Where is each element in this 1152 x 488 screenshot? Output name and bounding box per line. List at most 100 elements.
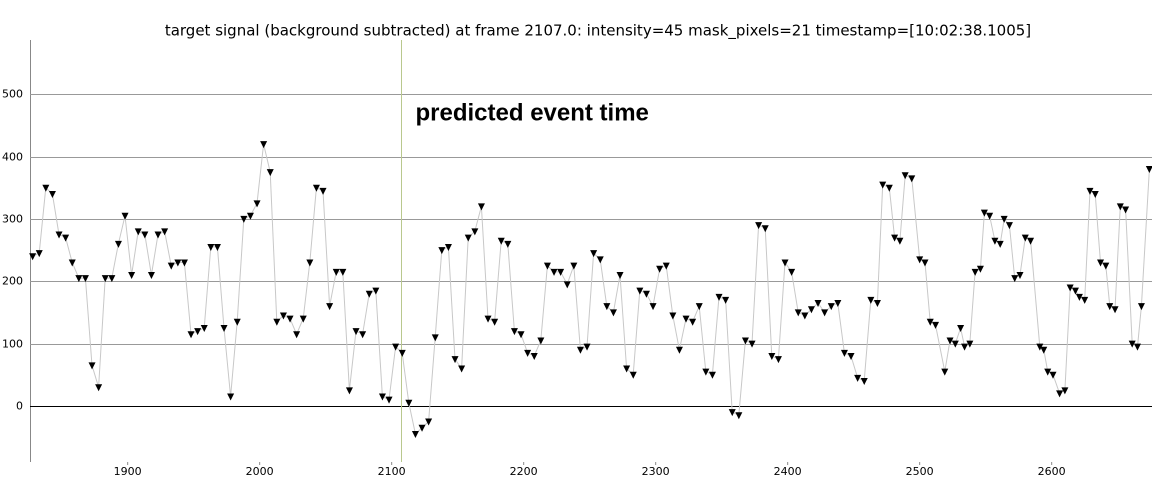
- traces: [32, 143, 1150, 435]
- marker: [233, 318, 241, 326]
- marker: [951, 340, 959, 348]
- marker: [332, 268, 340, 276]
- marker: [352, 328, 360, 336]
- marker: [48, 190, 56, 198]
- marker: [418, 424, 426, 432]
- marker: [279, 312, 287, 320]
- marker: [609, 309, 617, 317]
- marker: [901, 172, 909, 180]
- marker: [174, 259, 182, 267]
- marker: [253, 200, 261, 208]
- marker: [141, 231, 149, 239]
- marker: [860, 377, 868, 385]
- marker: [1036, 343, 1044, 351]
- marker: [774, 356, 782, 364]
- marker: [167, 262, 175, 270]
- marker: [669, 312, 677, 320]
- marker: [1061, 387, 1069, 395]
- marker: [891, 234, 899, 242]
- marker: [385, 396, 393, 404]
- y-tick-label: 300: [2, 213, 23, 226]
- marker: [1000, 215, 1008, 223]
- chart-title: target signal (background subtracted) at…: [165, 22, 1031, 41]
- marker: [108, 275, 116, 283]
- marker: [35, 250, 43, 258]
- marker: [557, 268, 565, 276]
- marker: [1005, 222, 1013, 230]
- marker: [88, 362, 96, 370]
- marker: [114, 240, 122, 248]
- marker: [1056, 390, 1064, 398]
- marker: [550, 268, 558, 276]
- marker: [590, 250, 598, 258]
- marker: [781, 259, 789, 267]
- marker: [873, 300, 881, 308]
- marker: [365, 290, 373, 298]
- marker: [1111, 306, 1119, 314]
- marker: [708, 371, 716, 379]
- marker: [885, 184, 893, 192]
- marker: [299, 315, 307, 323]
- marker: [187, 331, 195, 339]
- marker: [180, 259, 188, 267]
- marker: [980, 209, 988, 217]
- marker: [996, 240, 1004, 248]
- marker: [636, 287, 644, 295]
- marker: [926, 318, 934, 326]
- marker: [134, 228, 142, 236]
- marker: [1137, 303, 1145, 311]
- marker: [788, 268, 796, 276]
- marker: [121, 212, 129, 220]
- marker: [821, 309, 829, 317]
- marker: [840, 349, 848, 357]
- marker: [932, 321, 940, 329]
- marker: [1071, 287, 1079, 295]
- marker: [213, 243, 221, 251]
- marker: [827, 303, 835, 311]
- marker: [728, 409, 736, 417]
- x-tick-label: 2100: [378, 465, 406, 478]
- marker: [976, 265, 984, 273]
- marker: [273, 318, 281, 326]
- marker: [161, 228, 169, 236]
- marker: [847, 353, 855, 361]
- marker: [444, 243, 452, 251]
- marker: [623, 365, 631, 373]
- marker: [1086, 187, 1094, 195]
- marker: [378, 393, 386, 401]
- marker: [715, 293, 723, 301]
- marker: [971, 268, 979, 276]
- marker: [339, 268, 347, 276]
- markers: [29, 141, 1152, 438]
- event-label: predicted event time: [416, 99, 649, 126]
- marker: [246, 212, 254, 220]
- marker: [319, 187, 327, 195]
- marker: [484, 315, 492, 323]
- marker: [29, 253, 37, 261]
- marker: [563, 281, 571, 289]
- marker: [398, 349, 406, 357]
- marker: [326, 303, 334, 311]
- marker: [227, 393, 235, 401]
- marker: [491, 318, 499, 326]
- marker: [1011, 275, 1019, 283]
- marker: [807, 306, 815, 314]
- marker: [1021, 234, 1029, 242]
- marker: [128, 271, 136, 279]
- marker: [603, 303, 611, 311]
- marker: [517, 331, 525, 339]
- marker: [431, 334, 439, 342]
- marker: [293, 331, 301, 339]
- signal-line: [32, 143, 1150, 435]
- marker: [649, 303, 657, 311]
- marker: [1016, 271, 1024, 279]
- marker: [616, 271, 624, 279]
- marker: [576, 346, 584, 354]
- marker: [464, 234, 472, 242]
- marker: [477, 203, 485, 211]
- marker: [656, 265, 664, 273]
- marker: [81, 275, 89, 283]
- marker: [306, 259, 314, 267]
- marker: [101, 275, 109, 283]
